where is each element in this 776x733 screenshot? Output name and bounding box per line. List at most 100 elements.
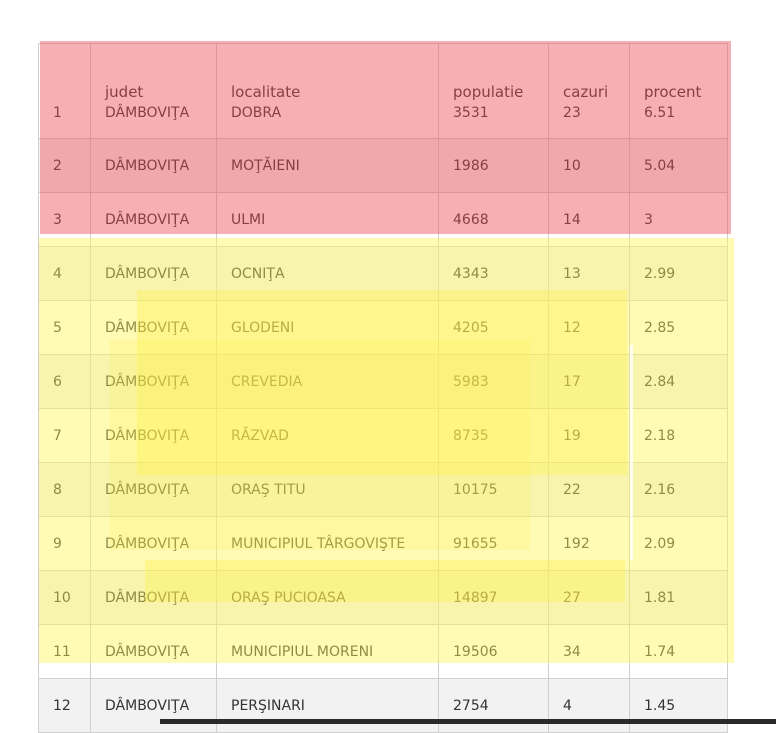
column-header-judet: judet [105, 83, 144, 101]
cell-value: 19506 [453, 643, 498, 660]
cell-value: 1 [53, 105, 62, 121]
cell-value: 2.16 [644, 481, 676, 498]
table-cell-judet: DÂMBOVIŢA [90, 462, 217, 517]
cell-value: ORAŞ PUCIOASA [231, 589, 346, 606]
table-row: 2 DÂMBOVIŢA MOŢĂIENI 1986 10 5.04 [38, 138, 728, 193]
cell-value: ORAŞ TITU [231, 481, 306, 498]
table-cell-populatie: 4205 [438, 300, 549, 355]
table-cell-localitate: localitate DOBRA [216, 43, 439, 139]
cell-value: 4205 [453, 319, 489, 336]
cell-value: 91655 [453, 535, 498, 552]
cell-value: DÂMBOVIŢA [105, 427, 190, 444]
table-row: 4 DÂMBOVIŢA OCNIŢA 4343 13 2.99 [38, 246, 728, 301]
table-cell-procent: 5.04 [629, 138, 728, 193]
cell-value: MUNICIPIUL MORENI [231, 643, 374, 660]
cell-value: DÂMBOVIŢA [105, 373, 190, 390]
table-cell-procent: 2.09 [629, 516, 728, 571]
table-body: 1 judet DÂMBOVIŢA localitate DOBRA populatie 3… [38, 43, 728, 733]
table-cell-populatie: 10175 [438, 462, 549, 517]
cell-value: 5983 [453, 373, 489, 390]
cell-value: 1.45 [644, 697, 676, 714]
table-cell-index: 3 [38, 192, 91, 247]
table-cell-index: 12 [38, 678, 91, 733]
cell-value: 2754 [453, 697, 489, 714]
cell-value: GLODENI [231, 319, 295, 336]
table-row: 12 DÂMBOVIŢA PERŞINARI 2754 4 1.45 [38, 678, 728, 733]
cell-value: 2 [53, 157, 62, 174]
cell-value: 1986 [453, 157, 489, 174]
table-cell-populatie: 1986 [438, 138, 549, 193]
cell-value: 1.74 [644, 643, 676, 660]
table-row: 3 DÂMBOVIŢA ULMI 4668 14 3 [38, 192, 728, 247]
table-cell-judet: DÂMBOVIŢA [90, 138, 217, 193]
table-cell-populatie: 4668 [438, 192, 549, 247]
table-cell-index: 11 [38, 624, 91, 679]
cell-value: 13 [563, 265, 581, 282]
table-cell-index: 8 [38, 462, 91, 517]
cell-value: 2.99 [644, 265, 676, 282]
table-cell-populatie: 4343 [438, 246, 549, 301]
table-cell-procent: 2.18 [629, 408, 728, 463]
cell-value: 4668 [453, 211, 489, 228]
table-cell-judet: DÂMBOVIŢA [90, 570, 217, 625]
table-cell-index: 2 [38, 138, 91, 193]
cell-value: DÂMBOVIŢA [105, 157, 190, 174]
table-cell-judet: DÂMBOVIŢA [90, 408, 217, 463]
column-header-populatie: populatie [453, 83, 524, 101]
table-cell-localitate: ORAŞ TITU [216, 462, 439, 517]
table-cell-localitate: ORAŞ PUCIOASA [216, 570, 439, 625]
table-cell-procent: 1.81 [629, 570, 728, 625]
table-cell-localitate: ULMI [216, 192, 439, 247]
cell-value: 9 [53, 535, 62, 552]
cell-value: DÂMBOVIŢA [105, 105, 190, 121]
cell-value: 8 [53, 481, 62, 498]
cell-value: 6.51 [644, 105, 676, 121]
table-cell-index: 4 [38, 246, 91, 301]
cell-value: DÂMBOVIŢA [105, 535, 190, 552]
table-cell-localitate: GLODENI [216, 300, 439, 355]
table-cell-judet: DÂMBOVIŢA [90, 678, 217, 733]
cell-value: 10175 [453, 481, 498, 498]
table-cell-judet: DÂMBOVIŢA [90, 624, 217, 679]
table-row: 10 DÂMBOVIŢA ORAŞ PUCIOASA 14897 27 1.81 [38, 570, 728, 625]
cell-value: DÂMBOVIŢA [105, 211, 190, 228]
table-cell-index: 6 [38, 354, 91, 409]
cell-value: 17 [563, 373, 581, 390]
cell-value: DOBRA [231, 105, 282, 121]
cell-value: DÂMBOVIŢA [105, 265, 190, 282]
table-cell-index: 7 [38, 408, 91, 463]
cell-value: 5.04 [644, 157, 676, 174]
cell-value: DÂMBOVIŢA [105, 589, 190, 606]
cell-value: 3 [644, 211, 653, 228]
cell-value: 2.09 [644, 535, 676, 552]
cell-value: 11 [53, 643, 71, 660]
cell-value: 10 [563, 157, 581, 174]
table-row: 6 DÂMBOVIŢA CREVEDIA 5983 17 2.84 [38, 354, 728, 409]
table-cell-cazuri: 14 [548, 192, 630, 247]
cell-value: 2.85 [644, 319, 676, 336]
table-cell-index: 5 [38, 300, 91, 355]
cell-value: MUNICIPIUL TÂRGOVIŞTE [231, 535, 406, 552]
table-cell-procent: 2.99 [629, 246, 728, 301]
table-cell-judet: DÂMBOVIŢA [90, 300, 217, 355]
cell-value: 3531 [453, 105, 489, 121]
table-cell-populatie: 2754 [438, 678, 549, 733]
data-table-container: 1 judet DÂMBOVIŢA localitate DOBRA populatie 3… [38, 43, 728, 733]
table-cell-cazuri: 19 [548, 408, 630, 463]
table-cell-cazuri: 22 [548, 462, 630, 517]
data-table: 1 judet DÂMBOVIŢA localitate DOBRA populatie 3… [38, 43, 728, 733]
table-cell-cazuri: 192 [548, 516, 630, 571]
table-row: 1 judet DÂMBOVIŢA localitate DOBRA populatie 3… [38, 43, 728, 139]
cell-value: 23 [563, 105, 581, 121]
cell-value: 4 [53, 265, 62, 282]
cell-value: 4 [563, 697, 572, 714]
table-cell-localitate: RĂZVAD [216, 408, 439, 463]
cell-value: PERŞINARI [231, 697, 305, 714]
table-cell-judet: DÂMBOVIŢA [90, 354, 217, 409]
cell-value: 1.81 [644, 589, 676, 606]
cell-value: 10 [53, 589, 71, 606]
table-cell-localitate: PERŞINARI [216, 678, 439, 733]
table-cell-localitate: OCNIŢA [216, 246, 439, 301]
table-cell-procent: 2.16 [629, 462, 728, 517]
table-cell-judet: DÂMBOVIŢA [90, 246, 217, 301]
